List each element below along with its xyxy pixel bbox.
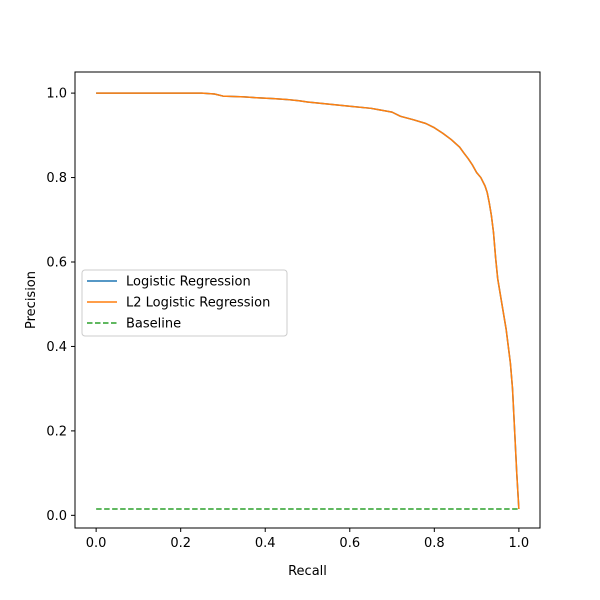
x-axis-ticks: 0.0 0.2 0.4 0.6 0.8 1.0 (86, 528, 529, 551)
axes-frame (74, 71, 541, 529)
legend-label: L2 Logistic Regression (126, 296, 270, 311)
x-tick-label: 0.6 (339, 536, 360, 551)
x-tick-label: 0.8 (424, 536, 445, 551)
x-tick-label: 0.2 (170, 536, 191, 551)
y-tick-label: 0.4 (46, 340, 67, 355)
y-tick-label: 1.0 (46, 87, 67, 102)
legend-items: Logistic Regression L2 Logistic Regressio… (87, 275, 270, 332)
legend-box (81, 269, 288, 337)
series-line-l2-logistic-regression (96, 92, 520, 510)
series-layer (96, 92, 520, 510)
legend-label: Baseline (126, 317, 181, 332)
x-tick-label: 0.0 (86, 536, 107, 551)
x-axis-label: Recall (288, 564, 327, 579)
y-tick-label: 0.6 (46, 256, 67, 271)
plot-area (74, 71, 541, 529)
y-tick-label: 0.2 (46, 424, 67, 439)
y-tick-label: 0.0 (46, 509, 67, 524)
legend: Logistic Regression L2 Logistic Regressio… (81, 269, 288, 337)
x-tick-label: 0.4 (255, 536, 276, 551)
x-tick-label: 1.0 (509, 536, 530, 551)
y-tick-label: 0.8 (46, 171, 67, 186)
y-axis-ticks: 0.0 0.2 0.4 0.6 0.8 1.0 (46, 87, 75, 524)
legend-label: Logistic Regression (126, 275, 251, 290)
y-axis-label: Precision (24, 271, 39, 329)
